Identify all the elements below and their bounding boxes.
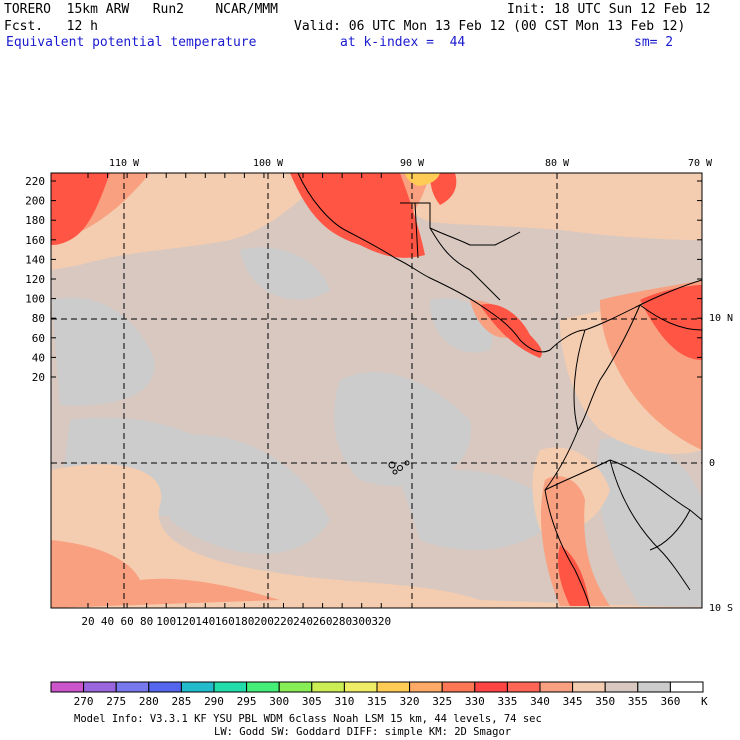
y-tick-label: 120	[25, 273, 45, 286]
colorbar-label: 315	[367, 695, 387, 708]
model-title: TORERO 15km ARW Run2 NCAR/MMM	[4, 2, 278, 17]
x-tick-label: 220	[274, 615, 294, 628]
x-tick-label: 60	[120, 615, 133, 628]
colorbar-label: 345	[563, 695, 583, 708]
x-tick-label: 80	[140, 615, 153, 628]
colorbar-swatch	[180, 681, 215, 693]
x-tick-label: 160	[215, 615, 235, 628]
y-tick-label: 80	[32, 312, 45, 325]
colorbar-label: 295	[237, 695, 257, 708]
x-tick-labels: 20 40 60 80 100 120 140 160 180 200 220 240 260 280 30…	[81, 615, 391, 628]
colorbar-label: 320	[400, 695, 420, 708]
colorbar-swatch	[311, 681, 345, 693]
colorbar-swatch	[343, 681, 378, 693]
y-tick-labels: 220 200 180 160 140 120 100 80 60 40 20	[25, 175, 45, 384]
colorbar-label: 340	[530, 695, 550, 708]
colorbar-label: 360	[660, 695, 680, 708]
colorbar-swatch	[441, 681, 476, 693]
longitude-label: 80 W	[545, 158, 570, 169]
colorbar-labels: 270 275 280 285 290 295 300 305 310 315 320 325 330 3…	[74, 695, 681, 708]
y-tick-label: 60	[32, 332, 45, 345]
colorbar-label: 330	[465, 695, 485, 708]
smoothing: sm= 2	[634, 35, 674, 50]
x-tick-label: 180	[234, 615, 254, 628]
valid-time: Valid: 06 UTC Mon 13 Feb 12 (00 CST Mon …	[294, 19, 686, 34]
colorbar-label: 290	[204, 695, 224, 708]
x-tick-label: 280	[332, 615, 352, 628]
colorbar-swatch	[376, 681, 411, 693]
y-tick-label: 220	[25, 175, 45, 188]
colorbar-swatch	[50, 681, 85, 693]
longitude-labels: 110 W 100 W 90 W 80 W 70 W	[109, 158, 713, 169]
x-tick-label: 40	[101, 615, 114, 628]
colorbar-swatch	[539, 681, 574, 693]
cool-regions	[52, 247, 702, 606]
coastlines	[297, 173, 702, 608]
model-info-line1: Model Info: V3.3.1 KF YSU PBL WDM 6class…	[74, 713, 542, 725]
colorbar-swatch	[604, 681, 639, 693]
colorbar-swatch	[506, 681, 541, 693]
colorbar-swatch	[637, 681, 671, 693]
colorbar-swatch	[669, 681, 704, 693]
latitude-label: 10 S	[709, 603, 733, 614]
latitude-label: 0	[709, 458, 715, 469]
longitude-label: 70 W	[688, 158, 713, 169]
tick-marks	[51, 173, 702, 608]
y-tick-label: 40	[32, 351, 45, 364]
colorbar-swatch	[278, 681, 313, 693]
x-tick-label: 300	[352, 615, 372, 628]
forecast-hour: Fcst. 12 h	[4, 19, 98, 34]
colorbar-swatch	[213, 681, 248, 693]
x-tick-label: 140	[195, 615, 215, 628]
longitude-label: 100 W	[253, 158, 284, 169]
colorbar-label: 350	[595, 695, 615, 708]
colorbar-label: 335	[497, 695, 517, 708]
y-tick-label: 100	[25, 293, 45, 306]
colorbar-swatch	[409, 681, 443, 693]
graticule	[51, 173, 702, 608]
colorbar-unit: K	[701, 695, 708, 708]
y-tick-label: 160	[25, 234, 45, 247]
x-tick-label: 200	[254, 615, 274, 628]
colorbar-label: 280	[139, 695, 159, 708]
colorbar-label: 270	[74, 695, 94, 708]
y-tick-label: 140	[25, 253, 45, 266]
y-tick-label: 20	[32, 371, 45, 384]
colorbar	[50, 681, 704, 693]
colorbar-swatch	[572, 681, 606, 693]
longitude-label: 110 W	[109, 158, 140, 169]
colorbar-label: 275	[106, 695, 126, 708]
yellow-region	[405, 173, 440, 186]
x-tick-label: 120	[176, 615, 196, 628]
x-tick-label: 260	[313, 615, 333, 628]
theta-e-field	[51, 173, 702, 608]
colorbar-label: 310	[334, 695, 354, 708]
colorbar-swatch	[246, 681, 280, 693]
y-tick-label: 180	[25, 214, 45, 227]
init-time: Init: 18 UTC Sun 12 Feb 12	[507, 2, 711, 17]
colorbar-swatch	[474, 681, 508, 693]
field-name: Equivalent potential temperature	[6, 35, 257, 50]
x-tick-label: 20	[81, 615, 94, 628]
colorbar-label: 325	[432, 695, 452, 708]
colorbar-swatch	[115, 681, 150, 693]
colorbar-label: 300	[269, 695, 289, 708]
colorbar-label: 285	[171, 695, 191, 708]
longitude-label: 90 W	[400, 158, 425, 169]
x-tick-label: 100	[156, 615, 176, 628]
x-tick-label: 240	[293, 615, 313, 628]
latitude-label: 10 N	[709, 313, 733, 324]
colorbar-label: 305	[302, 695, 322, 708]
x-tick-label: 320	[371, 615, 391, 628]
level-index: at k-index = 44	[340, 35, 466, 50]
colorbar-label: 355	[628, 695, 648, 708]
plot-frame	[50, 172, 703, 609]
latitude-labels: 10 N 0 10 S	[709, 313, 733, 614]
model-info-line2: LW: Godd SW: Goddard DIFF: simple KM: 2D…	[214, 726, 511, 738]
y-tick-label: 200	[25, 195, 45, 208]
red-regions	[51, 173, 702, 606]
colorbar-swatch	[83, 681, 117, 693]
colorbar-swatch	[148, 681, 182, 693]
